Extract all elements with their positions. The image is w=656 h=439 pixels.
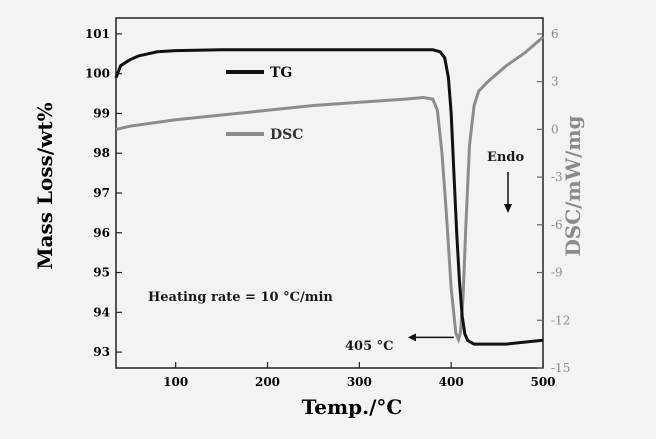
dsc-series-line [115,35,544,344]
tg-series-line [114,48,544,346]
endo-arrow-head [504,204,512,213]
right-y-tick-label: 6 [551,27,559,41]
legend-tg-label: TG [270,65,292,81]
left-y-tick-label: 96 [93,226,110,240]
right-y-axis-ticks: -15 -12 -9 -6 -3 0 3 6 [537,27,570,375]
x-tick-label: 200 [255,375,280,389]
left-y-tick-label: 97 [93,186,110,200]
left-y-axis-title: Mass Loss/wt% [33,102,57,269]
left-y-tick-label: 95 [93,266,110,280]
endo-label: Endo [487,150,524,165]
right-y-tick-label: -15 [551,361,570,375]
right-y-tick-label: 3 [551,75,559,89]
right-y-tick-label: -9 [551,266,563,280]
right-y-tick-label: 0 [551,122,559,136]
x-axis-title: Temp./°C [302,395,403,419]
x-tick-label: 300 [347,375,372,389]
x-tick-label: 400 [439,375,464,389]
peak-temperature-label: 405 °C [345,339,394,354]
right-y-tick-label: -6 [551,218,563,232]
left-y-axis-ticks: 93 94 95 96 97 98 99 100 101 [85,27,122,359]
peak-arrow-head [408,333,416,342]
left-y-tick-label: 93 [93,345,110,359]
left-y-tick-label: 101 [85,27,110,41]
right-y-tick-label: -3 [551,170,563,184]
left-y-tick-label: 94 [93,305,110,319]
legend-dsc-label: DSC [270,127,303,143]
left-y-tick-label: 99 [93,106,110,120]
x-axis-ticks: 100 200 300 400 500 [163,362,556,389]
x-tick-label: 500 [530,375,555,389]
heating-rate-annotation: Heating rate = 10 °C/min [148,290,333,305]
left-y-tick-label: 98 [93,146,110,160]
left-y-tick-label: 100 [85,67,110,81]
right-y-tick-label: -12 [551,313,570,327]
x-tick-label: 100 [163,375,188,389]
plot-frame [115,17,544,369]
legend: TG DSC [226,65,303,143]
right-y-axis-title: DSC/mW/mg [561,115,585,256]
